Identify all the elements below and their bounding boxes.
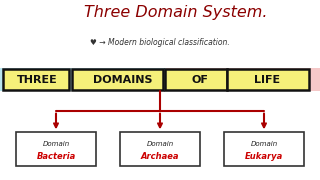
Bar <box>3 69 69 90</box>
Bar <box>165 69 227 90</box>
Text: OF: OF <box>192 75 208 85</box>
Bar <box>0 68 166 91</box>
Bar <box>227 69 309 90</box>
Text: ♥ → Modern biological classification.: ♥ → Modern biological classification. <box>90 38 230 47</box>
Text: THREE: THREE <box>16 75 57 85</box>
Text: Bacteria: Bacteria <box>36 152 76 161</box>
Text: Domain: Domain <box>42 141 70 147</box>
Text: Domain: Domain <box>250 141 278 147</box>
Text: LIFE: LIFE <box>254 75 280 85</box>
Bar <box>166 68 320 91</box>
Text: Archaea: Archaea <box>141 152 179 161</box>
Text: DOMAINS: DOMAINS <box>93 75 153 85</box>
Text: Eukarya: Eukarya <box>245 152 283 161</box>
Bar <box>16 132 96 166</box>
Text: Domain: Domain <box>146 141 174 147</box>
Text: Three Domain System.: Three Domain System. <box>84 4 268 19</box>
Bar <box>224 132 304 166</box>
Bar <box>72 69 163 90</box>
Bar <box>120 132 200 166</box>
